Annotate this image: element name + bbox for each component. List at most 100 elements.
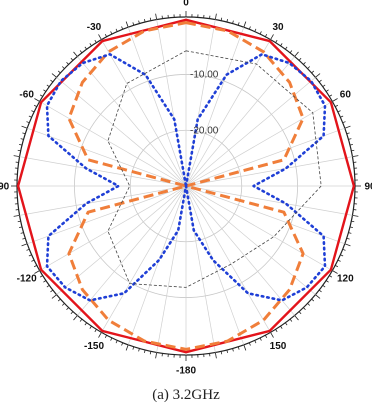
angle-tick-mark — [89, 43, 92, 47]
grid-spoke — [19, 156, 187, 187]
angle-tick-mark — [121, 26, 124, 30]
angle-tick-mark — [280, 325, 283, 329]
angle-tick-mark — [149, 17, 152, 21]
angle-tick-mark — [344, 243, 351, 247]
angle-tick-mark — [337, 110, 341, 113]
grid-spoke — [185, 185, 271, 333]
angle-tick-mark — [28, 254, 32, 257]
grid-spoke — [185, 27, 245, 187]
grid-spoke — [185, 185, 245, 345]
angle-tick-mark — [89, 325, 92, 329]
series-line-dotted — [45, 53, 327, 302]
angle-tick-mark — [335, 264, 339, 268]
grid-spoke — [101, 185, 187, 333]
grid-spoke — [127, 185, 187, 345]
angle-tick-mark — [289, 318, 293, 322]
angle-tick-mark — [34, 270, 40, 274]
angle-tick-mark — [335, 104, 339, 108]
angle-tick-mark — [98, 34, 102, 40]
angle-tick-mark — [344, 125, 351, 129]
angle-tick-mark — [46, 84, 50, 87]
angle-tick-mark — [79, 318, 83, 322]
angle-tick-mark — [352, 155, 359, 158]
angle-tick-mark — [115, 28, 118, 32]
angle-tick-mark — [232, 20, 234, 24]
angle-tick-mark — [337, 259, 341, 262]
angle-tick-mark — [264, 335, 268, 339]
grid-spoke — [185, 185, 295, 316]
angle-tick-label: -120 — [17, 274, 37, 285]
angle-tick-mark — [342, 248, 346, 251]
angle-tick-mark — [39, 275, 43, 278]
angle-tick-mark — [51, 73, 57, 78]
angle-tick-mark — [307, 303, 311, 306]
angle-tick-mark — [57, 298, 61, 302]
angle-tick-mark — [348, 232, 352, 234]
angle-tick-mark — [329, 94, 333, 97]
angle-tick-label: 0 — [183, 0, 189, 9]
angle-tick-mark — [220, 351, 223, 355]
grid-spoke — [185, 156, 353, 187]
angle-tick-mark — [26, 121, 30, 124]
angle-tick-mark — [104, 335, 108, 339]
angle-tick-mark — [311, 70, 315, 74]
angle-tick-mark — [340, 254, 344, 257]
angle-tick-mark — [66, 61, 69, 65]
angle-tick-mark — [84, 46, 87, 50]
polar-plot: 0 30 60 90 120 150 -180 -150 -120 -90 -60 -30 -10.0… — [0, 0, 372, 377]
angle-tick-mark — [259, 337, 262, 341]
angle-ticks: 0 30 60 90 120 150 -180 -150 -120 -90 -60 -30 — [0, 0, 372, 377]
grid-spoke — [185, 185, 345, 245]
angle-tick-mark — [315, 294, 321, 299]
angle-tick-mark — [57, 70, 61, 74]
angle-tick-mark — [94, 329, 97, 333]
angle-tick-mark — [19, 144, 23, 146]
angle-tick-mark — [325, 89, 329, 92]
angle-tick-label: 120 — [337, 274, 354, 285]
angle-tick-mark — [322, 84, 326, 87]
angle-tick-mark — [303, 307, 306, 311]
angle-tick-mark — [50, 79, 54, 83]
angle-tick-label: 150 — [270, 341, 287, 352]
angle-tick-mark — [232, 348, 234, 352]
radial-tick-label: -20.00 — [190, 126, 219, 137]
angle-tick-mark — [84, 322, 87, 326]
angle-tick-mark — [149, 351, 152, 355]
angle-tick-mark — [329, 275, 333, 278]
series-line-dashed — [67, 21, 305, 351]
angle-tick-mark — [270, 34, 274, 40]
angle-tick-mark — [243, 344, 247, 351]
angle-tick-mark — [104, 33, 108, 37]
angle-tick-mark — [138, 20, 140, 24]
angle-tick-label: 30 — [272, 22, 284, 33]
angle-tick-mark — [46, 285, 50, 288]
angle-tick-mark — [138, 348, 140, 352]
angle-tick-mark — [346, 132, 350, 135]
angle-tick-mark — [33, 264, 37, 268]
angle-tick-mark — [66, 307, 69, 311]
angle-tick-mark — [144, 349, 146, 353]
angle-tick-mark — [61, 303, 65, 306]
angle-tick-mark — [351, 220, 355, 223]
angle-tick-mark — [275, 329, 278, 333]
angle-tick-mark — [275, 39, 278, 43]
angle-tick-mark — [51, 294, 57, 299]
angle-tick-mark — [254, 28, 257, 32]
angle-tick-mark — [298, 311, 302, 315]
angle-tick-mark — [28, 115, 32, 118]
angle-tick-label: -90 — [0, 182, 10, 193]
angle-tick-mark — [303, 61, 306, 65]
angle-tick-mark — [351, 149, 355, 152]
angle-tick-mark — [50, 289, 54, 293]
series-line-thin-dashed — [107, 50, 322, 288]
angle-tick-mark — [348, 138, 352, 140]
angle-tick-mark — [307, 66, 311, 69]
grid-spoke — [27, 127, 187, 187]
angle-tick-mark — [70, 311, 74, 315]
angle-tick-mark — [115, 340, 118, 344]
angle-tick-mark — [340, 115, 344, 118]
series-line-solid — [16, 18, 356, 354]
grid-spoke — [77, 56, 187, 187]
angle-tick-mark — [110, 31, 113, 35]
angle-tick-mark — [79, 50, 83, 54]
